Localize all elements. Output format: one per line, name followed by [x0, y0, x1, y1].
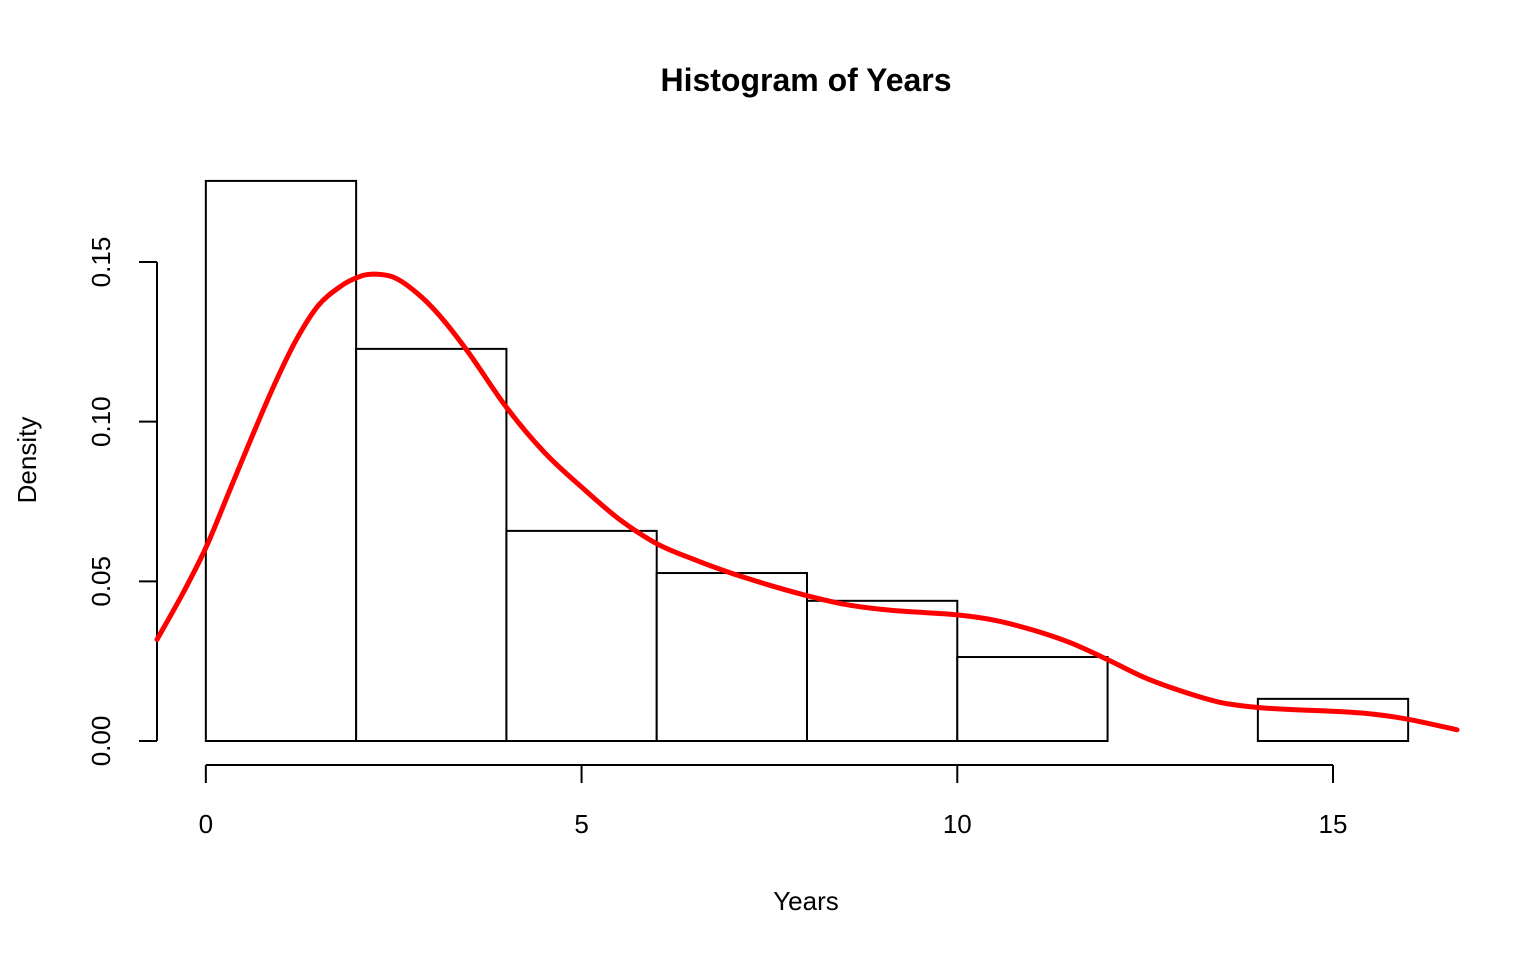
histogram-bar — [1256, 697, 1410, 742]
y-axis: 0.00 0.05 0.10 0.15 — [86, 237, 158, 767]
y-tick-label: 0.15 — [86, 237, 116, 288]
histogram-bar — [956, 656, 1109, 743]
chart-title: Histogram of Years — [660, 62, 951, 98]
histogram-bar — [806, 599, 959, 743]
histogram-bar — [655, 572, 809, 742]
x-axis-label: Years — [773, 886, 839, 916]
x-axis: 0 5 10 15 — [199, 764, 1348, 839]
histogram-bar — [505, 529, 658, 742]
x-tick-label: 15 — [1319, 809, 1348, 839]
histogram-bars — [204, 179, 1410, 743]
y-tick-label: 0.10 — [86, 396, 116, 447]
y-axis-label: Density — [12, 417, 42, 504]
x-tick-label: 10 — [943, 809, 972, 839]
density-curve — [154, 271, 1460, 733]
histogram-bar — [355, 347, 508, 742]
y-tick-label: 0.05 — [86, 556, 116, 607]
x-tick-label: 0 — [199, 809, 213, 839]
histogram-bar — [204, 179, 358, 743]
x-tick-label: 5 — [574, 809, 588, 839]
y-tick-label: 0.00 — [86, 716, 116, 767]
